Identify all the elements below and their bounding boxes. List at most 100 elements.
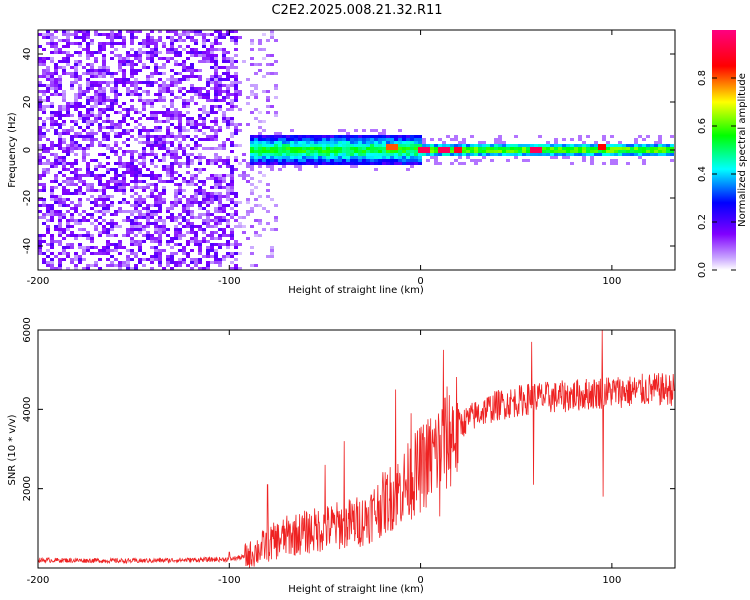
heatmap-cell [46,261,50,264]
heatmap-cell [38,81,42,84]
heatmap-cell [198,213,202,216]
heatmap-cell [202,120,206,123]
heatmap-cell [178,234,182,237]
heatmap-cell [114,132,118,135]
heatmap-cell [102,120,106,123]
heatmap-cell [354,156,358,159]
heatmap-cell [178,81,182,84]
heatmap-cell [130,66,134,69]
heatmap-cell [42,222,46,225]
heatmap-cell [290,135,294,138]
heatmap-cell [158,243,162,246]
heatmap-cell [610,135,614,138]
heatmap-cell [518,153,522,156]
heatmap-cell [154,210,158,213]
heatmap-cell [190,51,194,54]
heatmap-cell [178,174,182,177]
heatmap-cell [638,147,642,150]
heatmap-cell [198,162,202,165]
heatmap-cell [478,147,482,150]
heatmap-cell [166,207,170,210]
heatmap-cell [142,108,146,111]
heatmap-cell [222,57,226,60]
heatmap-cell [350,165,354,168]
heatmap-cell [46,162,50,165]
x-tick-label: -100 [218,575,241,586]
heatmap-cell [330,147,334,150]
heatmap-cell [182,153,186,156]
heatmap-cell [178,132,182,135]
heatmap-cell [130,171,134,174]
heatmap-cell [194,234,198,237]
heatmap-cell [226,222,230,225]
heatmap-cell [130,60,134,63]
heatmap-cell [138,93,142,96]
heatmap-cell [174,78,178,81]
heatmap-cell [174,234,178,237]
heatmap-cell [466,153,470,156]
heatmap-cell [50,81,54,84]
heatmap-cell [90,108,94,111]
heatmap-cell [414,153,418,156]
heatmap-cell [262,156,266,159]
heatmap-cell [70,258,74,261]
snr-y-axis-label: SNR (10 * v/v) [7,414,18,485]
heatmap-cell [82,174,86,177]
heatmap-cell [258,195,262,198]
heatmap-cell [90,141,94,144]
heatmap-cell [234,72,238,75]
heatmap-cell [326,144,330,147]
heatmap-cell [206,78,210,81]
heatmap-cell [298,162,302,165]
heatmap-cell [170,51,174,54]
heatmap-cell [218,147,222,150]
heatmap-cell [146,135,150,138]
heatmap-cell [46,249,50,252]
heatmap-cell [318,156,322,159]
heatmap-cell [222,219,226,222]
heatmap-cell [58,141,62,144]
heatmap-cell [258,162,262,165]
heatmap-cell [182,189,186,192]
heatmap-cell [94,177,98,180]
heatmap-cell [614,153,618,156]
heatmap-cell [222,177,226,180]
heatmap-cell [606,144,610,147]
heatmap-cell [58,75,62,78]
heatmap-cell [134,267,138,270]
heatmap-cell [130,75,134,78]
heatmap-cell [58,183,62,186]
heatmap-cell [430,144,434,147]
heatmap-cell [98,48,102,51]
heatmap-cell [610,150,614,153]
heatmap-cell [62,156,66,159]
heatmap-cell [170,156,174,159]
heatmap-cell [182,246,186,249]
heatmap-cell [242,60,246,63]
colorbar-ticks: 0.00.20.40.60.8 [697,70,736,278]
heatmap-cell [286,162,290,165]
heatmap-cell [642,138,646,141]
heatmap-cell [130,165,134,168]
heatmap-cell [118,78,122,81]
heatmap-cell [178,117,182,120]
heatmap-cell [658,144,662,147]
heatmap-cell [398,138,402,141]
heatmap-cell [194,135,198,138]
heatmap-cell [50,186,54,189]
heatmap-cell [450,147,454,150]
heatmap-cell [214,255,218,258]
heatmap-cell [94,57,98,60]
heatmap-cell [78,135,82,138]
heatmap-cell [294,135,298,138]
heatmap-cell [158,90,162,93]
heatmap-cell [506,144,510,147]
heatmap-cell [178,135,182,138]
heatmap-cell [86,237,90,240]
heatmap-cell [298,144,302,147]
heatmap-cell [270,54,274,57]
heatmap-cell [126,87,130,90]
heatmap-cell [294,153,298,156]
heatmap-cell [478,159,482,162]
heatmap-cell [190,195,194,198]
